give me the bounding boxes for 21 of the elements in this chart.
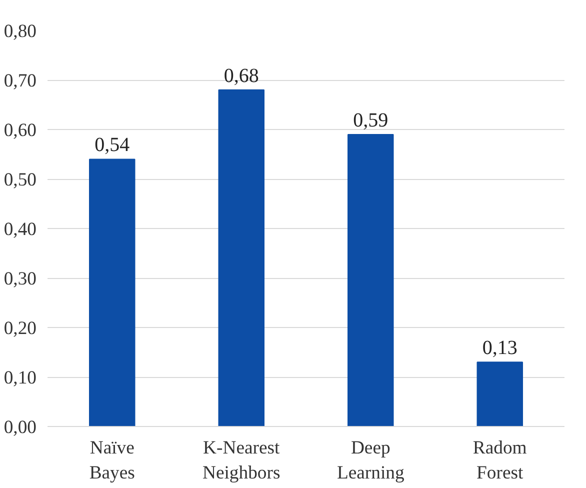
y-tick-label: 0,50 — [4, 170, 37, 190]
bar — [348, 134, 394, 426]
bar — [89, 158, 136, 426]
y-tick-label: 0,20 — [4, 318, 37, 339]
y-tick-label: 0,10 — [4, 368, 37, 388]
bar — [476, 362, 523, 426]
data-label: 0,68 — [224, 64, 259, 87]
y-tick-label: 0,00 — [4, 417, 37, 438]
x-tick-label: Radom Forest — [472, 438, 528, 484]
data-label: 0,54 — [94, 134, 130, 156]
y-tick-label: 0,80 — [4, 21, 37, 42]
bar — [218, 89, 264, 426]
x-tick-label: K-Nearest Neighbors — [202, 438, 281, 484]
data-label: 0,13 — [482, 337, 518, 360]
y-tick-label: 0,70 — [4, 70, 37, 92]
x-tick-label: Deep Learning — [336, 438, 404, 484]
x-tick-label: Naïve Bayes — [89, 438, 135, 484]
y-tick-label: 0,60 — [4, 120, 37, 141]
y-tick-label: 0,30 — [4, 268, 37, 290]
y-tick-label: 0,40 — [4, 219, 37, 240]
data-label: 0,59 — [353, 109, 388, 132]
